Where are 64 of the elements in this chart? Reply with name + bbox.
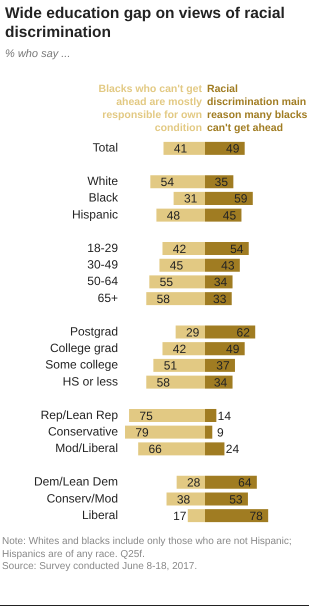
data-label: 66 — [148, 442, 162, 456]
data-label: 59 — [234, 192, 248, 206]
data-label: 49 — [226, 342, 240, 356]
chart-title: Wide education gap on views of racial discrimination — [5, 4, 286, 42]
data-label: 9 — [216, 425, 224, 440]
y-tick-label: 65+ — [98, 290, 118, 305]
y-tick-label: 50-64 — [87, 274, 118, 288]
data-label: 55 — [160, 275, 174, 290]
data-label: 45 — [170, 258, 184, 273]
bar — [205, 442, 224, 456]
data-label: 51 — [164, 358, 178, 373]
data-label: 35 — [214, 175, 228, 190]
data-label: 54 — [230, 242, 244, 256]
bar — [188, 509, 205, 522]
series-label: Racial discrimination main reason many blacks can't get ahead — [207, 83, 308, 135]
data-label: 14 — [218, 408, 232, 423]
y-tick-label: Conserv/Mod — [46, 491, 118, 506]
data-label: 42 — [172, 342, 186, 356]
data-label: 33 — [213, 292, 227, 306]
data-label: 38 — [176, 492, 191, 506]
data-label: 53 — [229, 492, 243, 506]
data-label: 28 — [186, 476, 201, 490]
series-label: Blacks who can't get ahead are mostly responsible for own condition — [98, 83, 202, 135]
bar — [205, 408, 216, 422]
y-tick-label: Postgrad — [70, 324, 118, 338]
data-label: 41 — [174, 142, 188, 156]
y-tick-label: Hispanic — [72, 207, 118, 222]
data-label: 48 — [166, 208, 180, 222]
data-label: 75 — [139, 408, 154, 423]
data-label: 79 — [135, 425, 150, 440]
y-tick-label: Rep/Lean Rep — [40, 408, 118, 422]
y-tick-label: Some college — [45, 358, 118, 372]
y-tick-label: Total — [92, 140, 118, 155]
y-tick-label: Mod/Liberal — [55, 441, 118, 456]
y-tick-label: White — [87, 174, 118, 188]
y-tick-label: College grad — [50, 341, 118, 356]
y-tick-label: Liberal — [82, 508, 118, 522]
data-label: 42 — [172, 242, 186, 256]
data-label: 62 — [236, 325, 250, 340]
chart-subtitle: % who say ... — [5, 48, 70, 60]
data-label: 34 — [214, 375, 228, 390]
data-label: 31 — [184, 192, 198, 206]
data-label: 58 — [156, 292, 170, 306]
data-label: 29 — [186, 325, 200, 340]
data-label: 49 — [226, 142, 240, 156]
bar — [205, 426, 212, 439]
data-label: 45 — [222, 208, 236, 222]
source-note: Source: Survey conducted June 8-18, 2017. — [2, 561, 198, 574]
data-label: 43 — [221, 258, 235, 273]
y-tick-label: 18-29 — [87, 240, 118, 255]
data-label: 78 — [250, 508, 264, 523]
data-label: 17 — [173, 508, 187, 523]
y-tick-label: Dem/Lean Dem — [34, 474, 118, 489]
data-label: 64 — [238, 476, 252, 490]
data-label: 34 — [214, 275, 228, 290]
data-label: 24 — [226, 442, 240, 456]
data-label: 54 — [160, 175, 174, 190]
y-tick-label: 30-49 — [87, 258, 118, 272]
y-tick-label: HS or less — [62, 374, 118, 388]
text: Note: Whites and blacks include only those who are not Hispanic; Hispanics are of any race. Q25f. — [2, 536, 293, 561]
y-tick-label: Conservative — [48, 424, 118, 438]
y-tick-label: Black — [88, 190, 119, 205]
data-label: 58 — [156, 375, 170, 390]
data-label: 37 — [216, 358, 230, 373]
